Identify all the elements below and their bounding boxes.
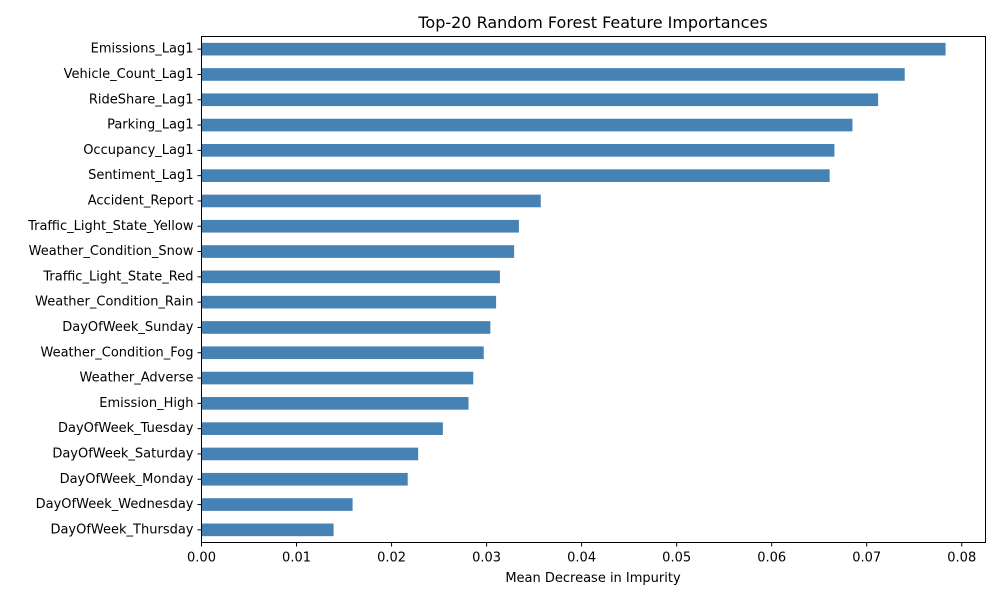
bar-parking-lag1 <box>201 118 853 132</box>
y-tick-label: Parking_Lag1 <box>107 118 193 133</box>
bar-dayofweek-wednesday <box>201 498 353 511</box>
bar-weather-adverse <box>201 371 474 385</box>
bar-dayofweek-saturday <box>201 447 419 461</box>
x-tick-label: 0.00 <box>187 551 216 566</box>
y-tick-label: DayOfWeek_Saturday <box>52 446 193 461</box>
y-tick-label: DayOfWeek_Wednesday <box>36 497 194 512</box>
y-tick-label: Accident_Report <box>88 193 194 208</box>
x-tick-label: 0.08 <box>947 551 976 566</box>
x-tick-label: 0.05 <box>662 551 691 566</box>
x-tick-label: 0.02 <box>377 551 406 566</box>
bar-vehicle-count-lag1 <box>201 68 905 81</box>
y-tick-label: DayOfWeek_Tuesday <box>58 421 194 436</box>
bar-emission-high <box>201 397 469 410</box>
y-tick-label: DayOfWeek_Monday <box>60 472 194 487</box>
y-axis-ticks: Emissions_Lag1 Vehicle_Count_Lag1 RideShar… <box>27 42 202 537</box>
bar-accident-report <box>201 194 541 208</box>
bar-weather-condition-fog <box>201 346 484 360</box>
bar-occupancy-lag1 <box>201 144 835 157</box>
chart-title: Top-20 Random Forest Feature Importances <box>417 13 767 32</box>
y-tick-label: Weather_Condition_Snow <box>29 244 194 259</box>
bar-traffic-light-state-red <box>201 270 500 284</box>
bar-dayofweek-monday <box>201 472 408 486</box>
bar-traffic-light-state-yellow <box>201 219 519 233</box>
y-tick-label: Weather_Condition_Fog <box>41 345 194 360</box>
bar-rideshare-lag1 <box>201 93 879 107</box>
x-axis-label: Mean Decrease in Impurity <box>505 571 681 586</box>
y-tick-label: Sentiment_Lag1 <box>88 168 193 183</box>
y-tick-label: Traffic_Light_State_Yellow <box>27 219 194 234</box>
y-tick-label: Emission_High <box>99 396 193 411</box>
y-tick-label: Vehicle_Count_Lag1 <box>64 67 194 82</box>
bar-weather-condition-rain <box>201 295 497 309</box>
bar-dayofweek-thursday <box>201 523 334 537</box>
y-tick-label: Emissions_Lag1 <box>91 42 194 57</box>
x-tick-label: 0.04 <box>567 551 596 566</box>
plot-frame <box>201 36 986 543</box>
bar-sentiment-lag1 <box>201 169 830 182</box>
x-tick-label: 0.03 <box>472 551 501 566</box>
bars-layer <box>201 42 946 537</box>
bar-weather-condition-snow <box>201 245 515 258</box>
y-tick-label: Occupancy_Lag1 <box>83 143 193 158</box>
y-tick-label: Weather_Adverse <box>80 371 194 386</box>
x-tick-label: 0.06 <box>757 551 786 566</box>
x-axis-ticks: 0.00 0.01 0.02 0.03 0.04 0.05 0.06 0.07 0.08 <box>187 542 976 566</box>
y-tick-label: Traffic_Light_State_Red <box>42 269 193 284</box>
y-tick-label: Weather_Condition_Rain <box>35 295 193 310</box>
bar-emissions-lag1 <box>201 42 946 56</box>
y-tick-label: DayOfWeek_Sunday <box>62 320 194 335</box>
bar-dayofweek-tuesday <box>201 422 443 435</box>
bar-dayofweek-sunday <box>201 321 491 334</box>
x-tick-label: 0.01 <box>282 551 311 566</box>
y-tick-label: RideShare_Lag1 <box>89 92 194 107</box>
y-tick-label: DayOfWeek_Thursday <box>50 522 193 537</box>
x-tick-label: 0.07 <box>852 551 881 566</box>
